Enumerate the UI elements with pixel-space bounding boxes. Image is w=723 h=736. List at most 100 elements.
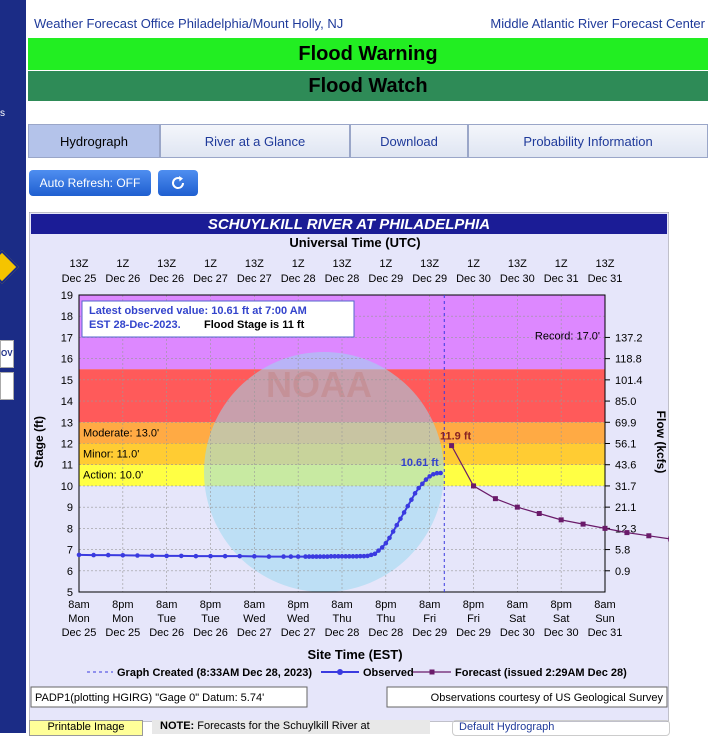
forecast-point — [624, 530, 630, 536]
y-tick-label: 13 — [61, 417, 73, 429]
forecast-point — [492, 496, 498, 502]
bottom-tick-label: Fri — [467, 613, 480, 625]
top-tick-label: 1Z — [467, 258, 480, 270]
bottom-tick-label: Dec 30 — [544, 627, 579, 639]
bottom-tick-label: Tue — [201, 613, 220, 625]
bottom-tick-label: 8am — [68, 599, 89, 611]
bottom-tick-label: Dec 25 — [62, 627, 97, 639]
observed-point — [343, 554, 348, 559]
observed-point — [193, 553, 199, 559]
y-axis-label: Stage (ft) — [32, 416, 46, 468]
tab-probability-information[interactable]: Probability Information — [468, 124, 708, 158]
top-tick-label: Dec 26 — [149, 273, 184, 285]
record-label: Record: 17.0' — [535, 330, 600, 342]
observed-point — [208, 553, 213, 559]
y-tick-label: 19 — [61, 290, 73, 302]
observed-point — [405, 503, 411, 509]
forecast-point — [514, 504, 520, 510]
observed-point — [164, 553, 169, 559]
footer-right-box — [386, 686, 668, 708]
y-tick-label: 15 — [61, 375, 73, 387]
observed-point — [306, 554, 312, 559]
observed-point — [252, 554, 257, 559]
observed-point — [76, 552, 82, 558]
bottom-tick-label: Sun — [595, 613, 615, 625]
top-tick-label: 1Z — [292, 258, 305, 270]
top-tick-label: 13Z — [245, 258, 264, 270]
observed-point — [336, 554, 341, 559]
observed-point — [376, 548, 381, 553]
auto-refresh-button[interactable]: Auto Refresh: OFF — [29, 170, 151, 196]
tab-download[interactable]: Download — [350, 124, 468, 158]
y-tick-label: 10 — [61, 481, 73, 493]
bottom-tick-label: Dec 26 — [149, 627, 184, 639]
flood-watch-banner[interactable]: Flood Watch — [28, 71, 708, 101]
title-bar — [31, 214, 667, 234]
flow-tick-label: 5.8 — [615, 545, 630, 557]
bottom-tick-label: 8pm — [463, 599, 484, 611]
bottom-tick-label: 8am — [156, 599, 177, 611]
forecast-point — [536, 511, 542, 517]
bottom-tick-label: Dec 30 — [500, 627, 535, 639]
refresh-button[interactable] — [158, 170, 198, 196]
bottom-tick-label: Dec 27 — [237, 627, 272, 639]
observed-point — [149, 553, 155, 559]
flow-tick-label: 12.3 — [615, 523, 636, 535]
bottom-tick-label: 8am — [331, 599, 352, 611]
forecast-point — [602, 525, 608, 531]
top-tick-label: 1Z — [555, 258, 568, 270]
y-tick-label: 18 — [61, 311, 73, 323]
observed-point — [328, 554, 334, 559]
flow-tick-label: 56.1 — [615, 439, 636, 451]
bottom-tick-label: Wed — [243, 613, 265, 625]
hydrograph-select[interactable]: Default Hydrograph — [452, 720, 670, 736]
top-tick-label: Dec 25 — [62, 273, 97, 285]
note-text: Forecasts for the Schuylkill River at — [197, 720, 370, 732]
bottom-tick-label: Mon — [112, 613, 133, 625]
observed-point — [387, 535, 392, 541]
top-tick-label: Dec 27 — [237, 273, 272, 285]
datum-note: PADP1(plotting HGIRG) "Gage 0" Datum: 5.… — [35, 692, 264, 704]
forecast-note: NOTE: Forecasts for the Schuylkill River… — [152, 720, 430, 734]
y-tick-label: 12 — [61, 439, 73, 451]
bottom-tick-label: 8am — [244, 599, 265, 611]
printable-image-button[interactable]: Printable Image — [29, 720, 143, 736]
top-tick-label: Dec 30 — [456, 273, 491, 285]
observed-point — [281, 554, 286, 559]
y-tick-label: 9 — [67, 502, 73, 514]
top-tick-label: Dec 26 — [105, 273, 140, 285]
wfo-link[interactable]: Weather Forecast Office Philadelphia/Mou… — [34, 16, 344, 31]
refresh-icon — [172, 176, 185, 189]
observed-point — [325, 554, 330, 559]
tab-hydrograph[interactable]: Hydrograph — [28, 124, 160, 158]
tab-river-at-a-glance[interactable]: River at a Glance — [160, 124, 350, 158]
forecast-point — [580, 521, 586, 527]
bottom-tick-label: 8pm — [112, 599, 133, 611]
latest-observed-line1: Latest observed value: 10.61 ft at 7:00 … — [89, 305, 307, 317]
flow-tick-label: 31.7 — [615, 481, 636, 493]
observed-point — [438, 470, 443, 476]
observed-point — [105, 552, 111, 558]
top-tick-label: 1Z — [204, 258, 217, 270]
observed-point — [394, 522, 400, 528]
observed-point — [339, 554, 345, 559]
flow-tick-label: 43.6 — [615, 460, 636, 472]
observed-value-label: 10.61 ft — [401, 457, 439, 469]
marfc-link[interactable]: Middle Atlantic River Forecast Center — [490, 16, 705, 31]
bottom-tick-label: 8am — [419, 599, 440, 611]
forecast-point — [471, 483, 476, 489]
observed-point — [383, 540, 389, 546]
observed-point — [350, 554, 356, 559]
forecast-point — [646, 533, 652, 539]
bottom-tick-label: 8pm — [200, 599, 221, 611]
top-tick-label: Dec 31 — [544, 273, 579, 285]
top-tick-label: 13Z — [596, 258, 615, 270]
category-label: Minor: 11.0' — [83, 449, 139, 461]
observed-point — [222, 553, 228, 559]
observed-point — [427, 474, 432, 479]
observed-point — [317, 554, 323, 559]
bottom-tick-label: Dec 25 — [105, 627, 140, 639]
flood-warning-banner[interactable]: Flood Warning — [28, 38, 708, 70]
note-label: NOTE: — [160, 720, 195, 732]
bottom-tick-label: Thu — [333, 613, 352, 625]
